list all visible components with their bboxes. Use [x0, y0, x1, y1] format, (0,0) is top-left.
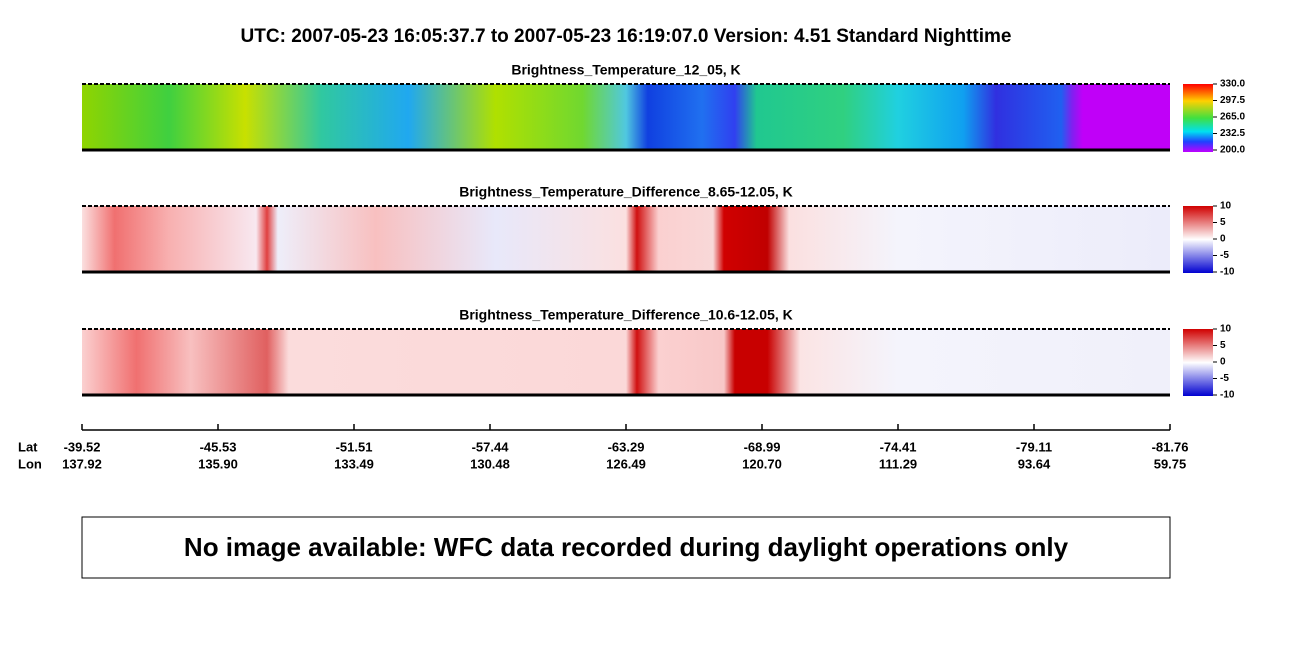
message-box — [81, 516, 1171, 579]
panel-title: Brightness_Temperature_Difference_8.65-1… — [459, 184, 793, 200]
lon-tick-label: 93.64 — [1018, 456, 1051, 471]
lat-tick-label: -45.53 — [200, 439, 237, 454]
colorbar — [1183, 329, 1213, 396]
colorbar-label: 10 — [1220, 324, 1232, 335]
colorbar-label: 200.0 — [1220, 145, 1245, 156]
lon-tick-label: 59.75 — [1154, 456, 1187, 471]
colorbar-label: 297.5 — [1220, 95, 1245, 106]
lon-label: Lon — [18, 456, 42, 471]
strip-borders — [82, 83, 1170, 397]
lon-tick-label: 120.70 — [742, 456, 782, 471]
message: No image available: WFC data recorded du… — [184, 532, 1069, 562]
image-strip — [82, 206, 1170, 272]
colorbar-label: 5 — [1220, 217, 1226, 228]
colorbar-label: 0 — [1220, 234, 1226, 245]
lon-tick-label: 135.90 — [198, 456, 238, 471]
lat-tick-label: -81.76 — [1152, 439, 1189, 454]
colorbar — [1183, 84, 1213, 152]
colorbar-label: 0 — [1220, 357, 1226, 368]
panel-title: Brightness_Temperature_Difference_10.6-1… — [459, 307, 793, 323]
lon-tick-label: 130.48 — [470, 456, 510, 471]
lat-tick-label: -79.11 — [1016, 439, 1052, 454]
colorbar-label: -10 — [1220, 390, 1235, 401]
colorbar-label: -5 — [1220, 373, 1229, 384]
colorbar-label: -10 — [1220, 267, 1235, 278]
colorbar-label: 5 — [1220, 340, 1226, 351]
image-strip — [82, 329, 1170, 395]
lon-tick-label: 137.92 — [62, 456, 102, 471]
image-strip — [82, 84, 1170, 150]
colorbar-label: 265.0 — [1220, 112, 1245, 123]
lon-tick-label: 133.49 — [334, 456, 374, 471]
page-title: UTC: 2007-05-23 16:05:37.7 to 2007-05-23… — [241, 26, 1012, 47]
lat-tick-label: -74.41 — [880, 439, 917, 454]
colorbar-label: 10 — [1220, 201, 1232, 212]
lon-tick-label: 111.29 — [879, 456, 917, 471]
lat-tick-label: -57.44 — [472, 439, 510, 454]
lat-label: Lat — [18, 439, 38, 454]
colorbar — [1183, 206, 1213, 273]
colorbar-label: 232.5 — [1220, 128, 1245, 139]
lon-tick-label: 126.49 — [606, 456, 646, 471]
lat-tick-label: -51.51 — [336, 439, 373, 454]
lat-tick-label: -68.99 — [744, 439, 781, 454]
colorbar-label: -5 — [1220, 250, 1229, 261]
lat-tick-label: -39.52 — [64, 439, 101, 454]
panel-title: Brightness_Temperature_12_05, K — [511, 62, 740, 78]
colorbar-label: 330.0 — [1220, 79, 1245, 90]
lat-tick-label: -63.29 — [608, 439, 645, 454]
